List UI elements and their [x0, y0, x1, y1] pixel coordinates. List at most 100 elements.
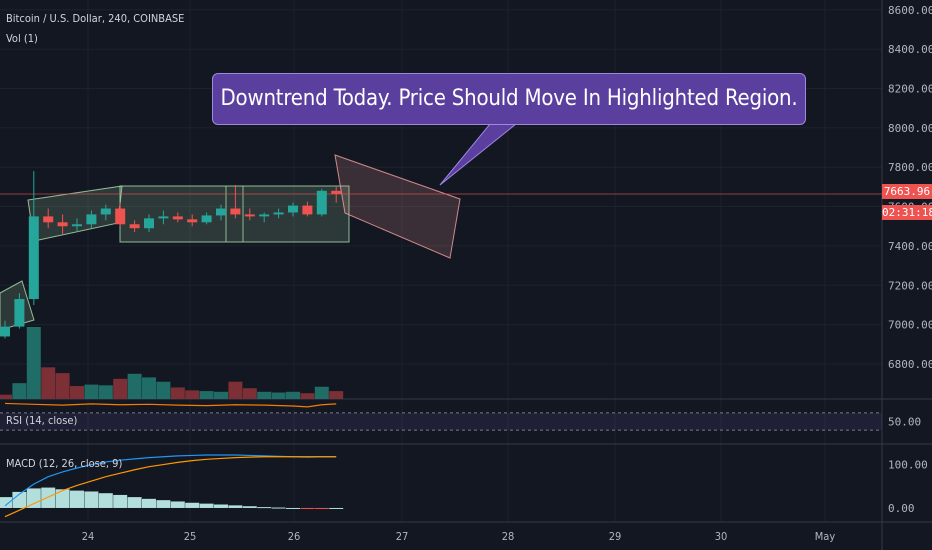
time-tick-label: 30: [715, 530, 728, 543]
macd-histogram-bar: [300, 507, 315, 509]
macd-histogram-bar: [0, 497, 12, 508]
price-tick-label: 6800.00: [888, 358, 932, 371]
candle-body: [28, 216, 39, 300]
volume-bar: [142, 377, 156, 399]
price-tick-label: 7400.00: [888, 240, 932, 253]
volume-bar: [286, 391, 300, 399]
volume-bar: [26, 327, 41, 399]
macd-histogram-bar: [228, 505, 243, 508]
candle-body: [57, 222, 68, 227]
candle-body: [259, 214, 270, 217]
macd-histogram-bar: [329, 507, 344, 509]
macd-pane: 100.00 0.00: [0, 454, 928, 518]
volume-bar: [257, 391, 272, 399]
candle-body: [273, 212, 284, 215]
volume-bar: [185, 390, 200, 399]
macd-histogram-bar: [156, 500, 171, 508]
price-tick-label: 8000.00: [888, 122, 932, 135]
price-tick-label: 7000.00: [888, 319, 932, 332]
macd-histogram-bar: [170, 501, 185, 508]
time-tick-label: 25: [184, 530, 197, 543]
volume-bar: [300, 393, 315, 399]
signal-line: [4, 456, 337, 518]
time-tick-label: 29: [609, 530, 622, 543]
volume-bar: [0, 394, 12, 399]
macd-histogram-bar: [185, 502, 200, 508]
macd-histogram-bar: [271, 507, 286, 509]
macd-histogram-bar: [127, 497, 142, 508]
macd-histogram-bar: [286, 507, 300, 509]
volume-bar: [228, 381, 243, 399]
volume-bar: [199, 391, 214, 399]
volume-bar: [242, 388, 257, 399]
candle-body: [129, 224, 140, 229]
candle-body: [216, 208, 226, 216]
price-tick-label: 8600.00: [888, 4, 932, 17]
macd-histogram-bar: [314, 507, 329, 509]
candle-body: [302, 205, 313, 215]
volume-bar: [329, 391, 344, 399]
volume-bar: [41, 367, 56, 399]
candle-body: [244, 214, 255, 217]
candle-body: [172, 216, 183, 220]
candle-body: [288, 205, 298, 213]
rsi-line: [4, 402, 337, 408]
candle-body: [14, 299, 25, 327]
volume-bar: [214, 391, 228, 399]
rsi-band: [0, 412, 882, 431]
volume-bar: [127, 373, 142, 399]
volume-bar: [314, 386, 329, 399]
rsi-pane: 50.00: [0, 402, 921, 431]
macd-histogram-bar: [84, 491, 99, 508]
candle-body: [100, 208, 111, 215]
macd-histogram-bar: [55, 489, 70, 508]
symbol-title[interactable]: Bitcoin / U.S. Dollar, 240, COINBASE: [6, 12, 185, 25]
candlesticks[interactable]: [0, 171, 342, 339]
candle-body: [316, 190, 327, 215]
volume-bar: [55, 373, 70, 399]
time-tick-label: 24: [82, 530, 95, 543]
rsi-indicator-label[interactable]: RSI (14, close): [6, 414, 78, 427]
macd-indicator-label[interactable]: MACD (12, 26, close, 9): [6, 457, 123, 470]
candle-body: [144, 218, 154, 229]
macd-histogram-bar: [199, 503, 214, 508]
price-tick-label: 7200.00: [888, 279, 932, 292]
rsi-tick-label: 50.00: [888, 416, 921, 429]
macd-histogram-bar: [98, 493, 113, 508]
projected-downtrend-zone: [334, 154, 461, 259]
macd-histogram-bar: [242, 506, 257, 508]
volume-bar: [113, 378, 128, 399]
time-axis[interactable]: 24 25 26 27 28 29 30 May: [82, 530, 836, 543]
candle-body: [115, 208, 126, 225]
macd-tick-label: 100.00: [888, 459, 928, 472]
time-tick-label: 28: [502, 530, 515, 543]
macd-histogram-bar: [26, 488, 41, 508]
callout-pointer: [439, 123, 518, 186]
candle-body: [158, 216, 169, 219]
candle-body: [72, 224, 82, 227]
volume-bar: [12, 383, 27, 399]
candle-body: [43, 216, 54, 223]
volume-bar: [156, 381, 171, 399]
macd-histogram-bar: [257, 507, 272, 509]
time-tick-label: May: [815, 530, 836, 543]
candle-body: [201, 215, 212, 223]
macd-histogram-bar: [12, 491, 27, 508]
volume-bar: [70, 386, 84, 399]
macd-histogram-bar: [142, 498, 156, 508]
candle-body: [0, 326, 10, 337]
price-tick-label: 8400.00: [888, 43, 932, 56]
callout-annotation[interactable]: Downtrend Today. Price Should Move In Hi…: [212, 73, 806, 125]
volume-bar: [98, 385, 113, 399]
candle-body: [86, 214, 97, 225]
price-tick-label: 8200.00: [888, 82, 932, 95]
macd-histogram-bar: [113, 494, 128, 508]
volume-indicator-label[interactable]: Vol (1): [6, 32, 38, 45]
volume-bar: [84, 384, 99, 399]
time-tick-label: 27: [396, 530, 409, 543]
bar-countdown-label: 02:31:18: [882, 205, 932, 220]
volume-bars: [0, 327, 344, 399]
price-tick-label: 7800.00: [888, 161, 932, 174]
